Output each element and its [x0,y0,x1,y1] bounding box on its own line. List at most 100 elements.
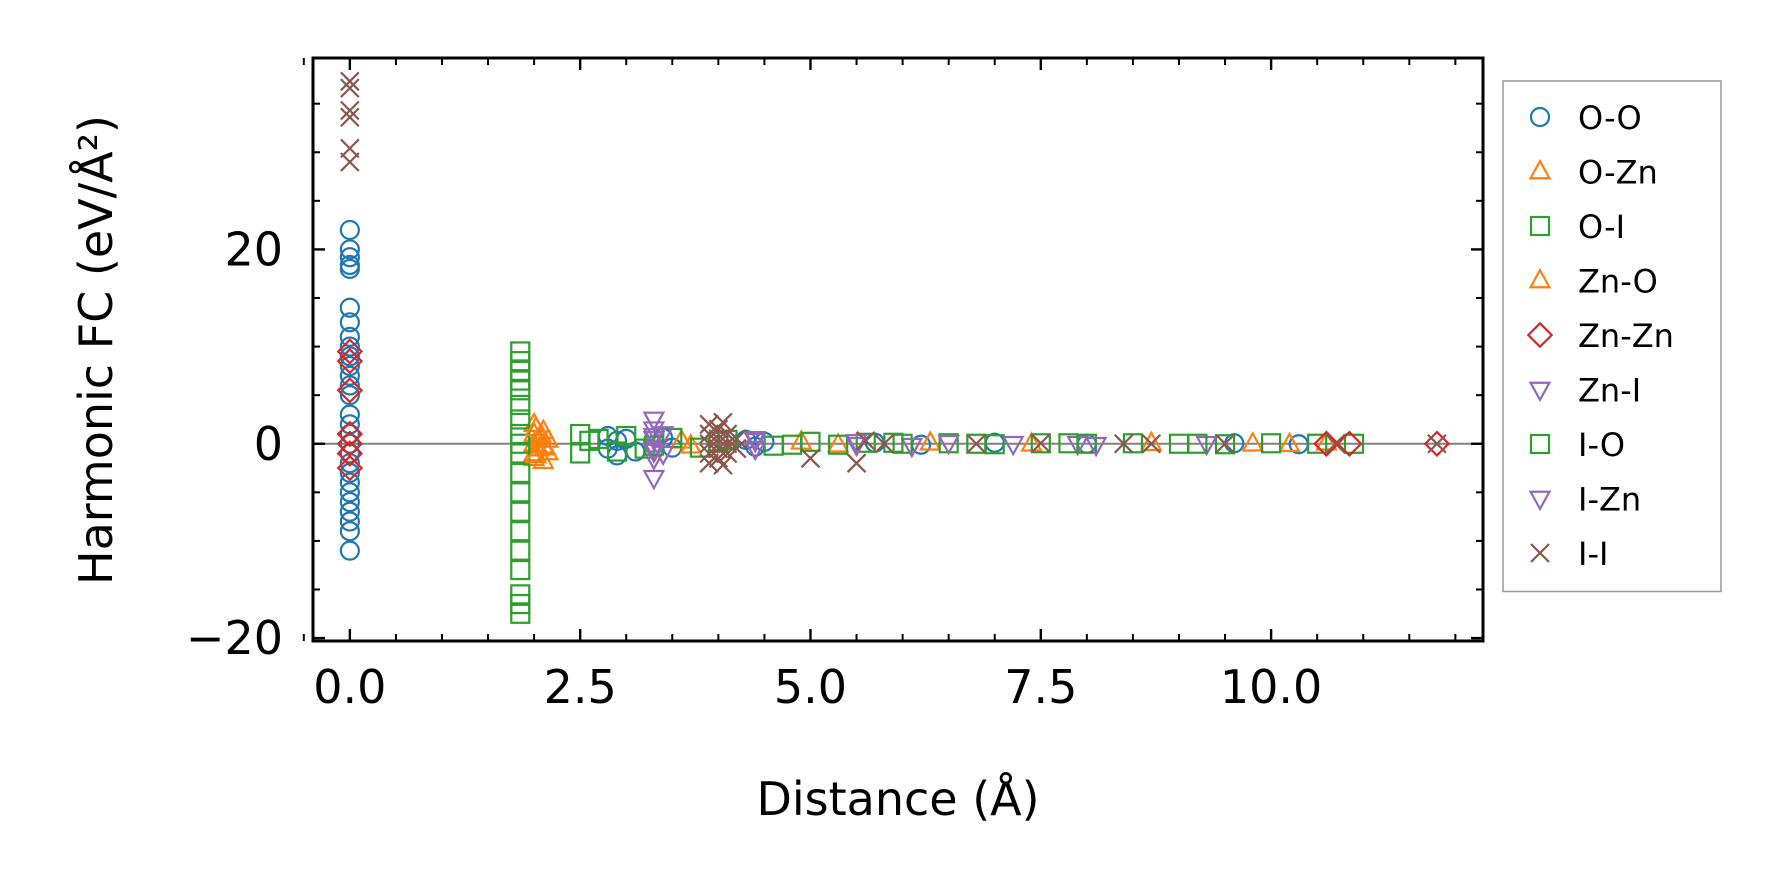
legend-marker [1528,490,1552,512]
data-point [642,450,666,471]
data-point [846,453,867,473]
data-point [1307,433,1328,454]
data-point [339,385,360,406]
data-point [1427,433,1447,454]
legend-label: Zn-I [1578,372,1641,410]
legend-marker [1529,215,1551,237]
x-tick-label: 7.5 [1004,660,1077,714]
data-point [1423,430,1451,458]
data-point [510,521,531,542]
data-point [699,424,719,444]
legend-label: Zn-Zn [1578,317,1674,355]
data-point [717,443,738,464]
data-point [336,347,364,375]
axis-ticks [302,58,1483,641]
data-point [510,443,531,464]
legend-item: I-O [1529,426,1625,464]
data-point [826,432,850,453]
legend-marker [1529,433,1551,455]
data-point [336,377,364,404]
legend-marker [1528,267,1552,289]
data-point [339,375,360,396]
legend-item: Zn-I [1528,372,1641,410]
legend-label: I-I [1578,535,1608,573]
y-tick-label: −20 [186,611,283,665]
x-tick-label: 2.5 [544,660,617,714]
data-point [642,469,666,491]
legend: O-O O-Zn O-I Zn-O Zn-Zn Zn-I I-O I-Zn I-I [1502,80,1722,593]
data-point [642,431,666,452]
data-point [339,247,360,268]
data-point [937,434,960,456]
legend-label: O-I [1578,208,1625,246]
data-point [727,438,747,459]
data-point [1058,433,1079,454]
data-point [1030,433,1051,454]
data-point [339,472,360,493]
data-point [510,540,531,561]
plot-frame [311,56,1485,643]
data-point [1336,430,1363,458]
data-point [1278,431,1301,453]
legend-marker [1529,106,1551,128]
data-point [1187,433,1208,454]
data-point [339,258,360,279]
data-point [510,394,531,415]
data-point [1313,430,1340,458]
data-point [900,437,924,459]
data-point [1001,435,1025,457]
data-point [717,433,738,454]
data-point [1325,433,1346,454]
data-point [510,603,531,624]
data-point [339,346,360,367]
data-point [336,440,364,467]
data-point [642,411,666,433]
legend-item: Zn-O [1528,263,1658,301]
data-point [336,338,364,365]
legend-marker [1528,381,1552,403]
data-point [340,152,360,172]
legend-label: O-O [1578,99,1642,137]
y-axis-label: Harmonic FC (eV/Å²) [69,115,123,585]
series-zn-zn [336,338,1451,482]
data-point [533,435,557,456]
data-point [727,429,747,449]
data-point [699,443,719,464]
data-point [340,100,360,121]
data-point [336,454,364,482]
legend-item: Zn-Zn [1526,317,1674,355]
data-point [339,326,360,347]
legend-item: O-O [1529,99,1642,137]
legend-label: I-Zn [1578,481,1641,519]
legend-item: I-Zn [1528,481,1641,519]
data-point [339,521,360,542]
data-point [717,424,738,444]
data-point [966,433,987,454]
legend-item: O-Zn [1528,154,1658,192]
data-point [340,107,360,128]
data-point [1113,433,1134,454]
legend-marker [1528,158,1552,180]
data-point [339,336,360,357]
data-point [874,433,894,454]
data-point [339,297,360,318]
data-point [340,138,360,159]
data-point [339,219,360,241]
series-i-i [340,71,1447,475]
data-point [510,559,531,581]
x-axis-label: Distance (Å) [756,772,1039,826]
data-point [1214,434,1236,455]
data-point [616,425,637,447]
data-point [642,440,666,462]
x-tick-label: 0.0 [313,660,386,714]
data-point [1343,433,1365,454]
data-point [713,455,733,475]
data-point [339,312,360,333]
data-point [781,434,803,455]
data-point [510,409,531,430]
data-point [536,427,560,448]
data-point [642,421,666,442]
data-point [510,482,531,503]
data-point [642,443,666,465]
data-point [339,355,360,377]
